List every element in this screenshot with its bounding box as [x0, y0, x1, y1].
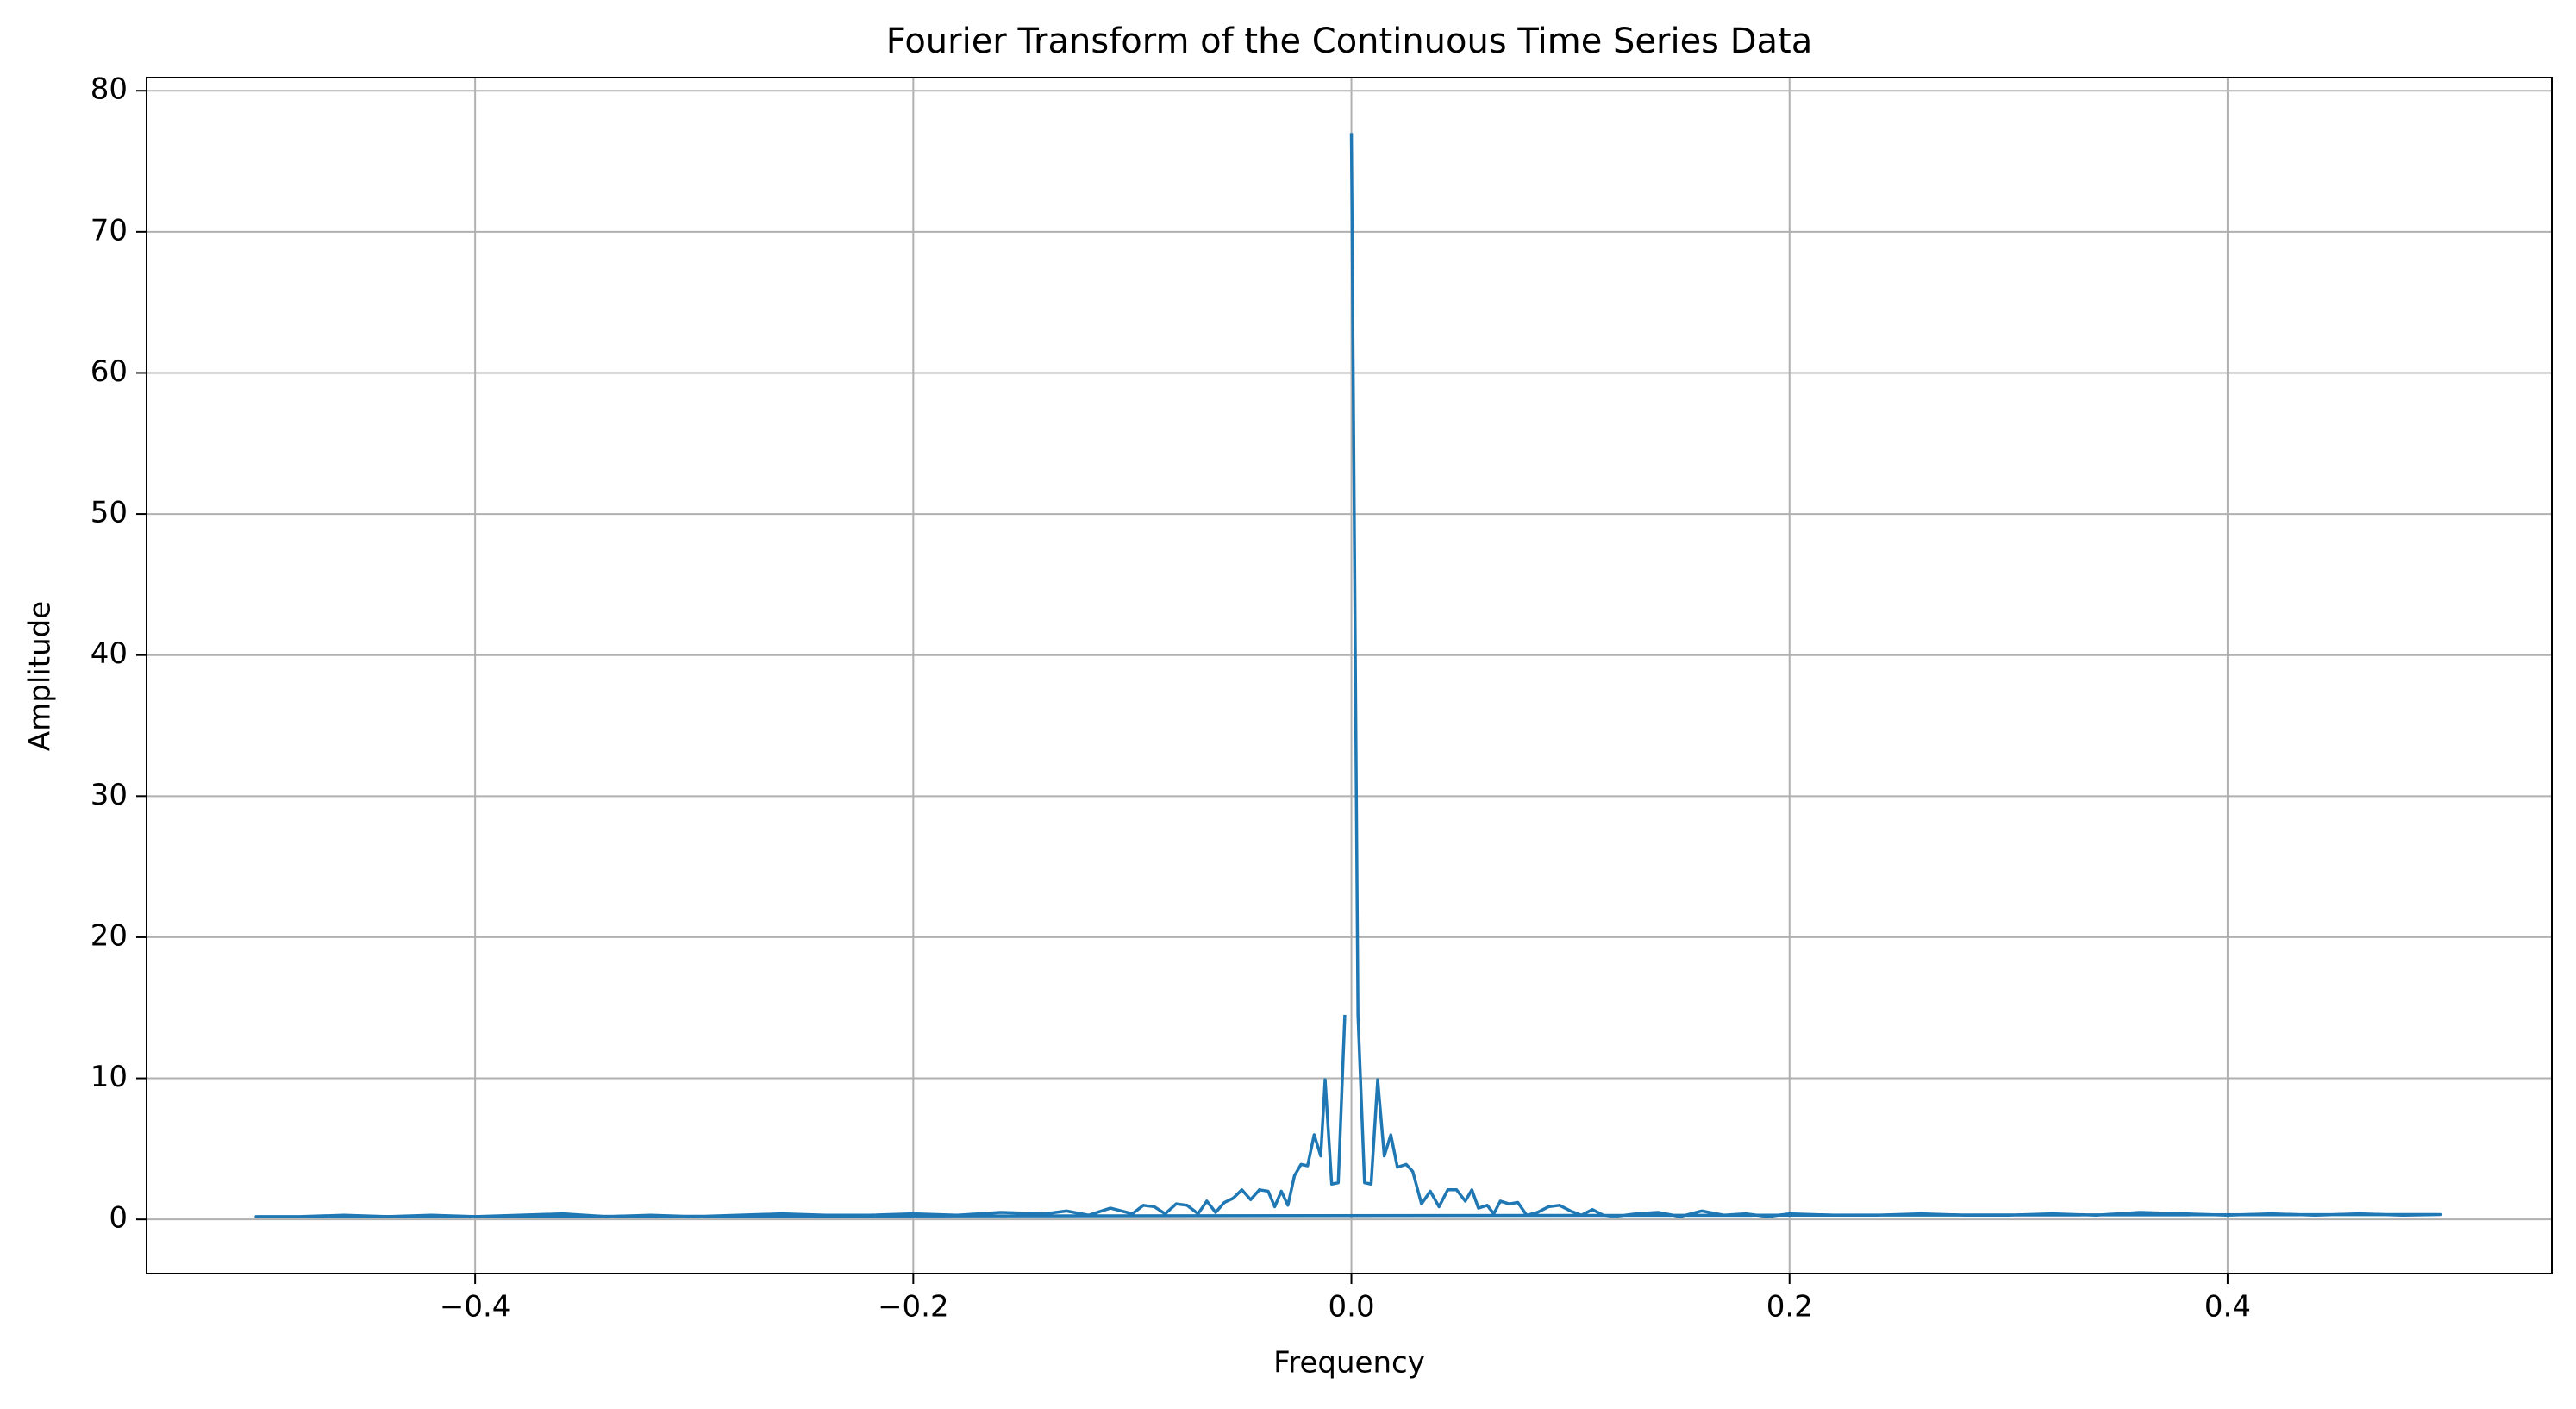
y-tick-label: 50 — [91, 496, 128, 530]
y-axis-label: Amplitude — [23, 601, 58, 751]
x-tick-label: 0.2 — [1766, 1290, 1813, 1324]
y-tick-label: 60 — [91, 354, 128, 389]
y-tick-label: 20 — [91, 918, 128, 953]
y-tick-label: 10 — [91, 1060, 128, 1094]
chart-title: Fourier Transform of the Continuous Time… — [886, 22, 1813, 61]
plot-frame — [146, 77, 2553, 1274]
x-tick-label: 0.0 — [1329, 1290, 1375, 1324]
x-tick-label: 0.4 — [2204, 1290, 2251, 1324]
x-axis-label: Frequency — [1273, 1346, 1425, 1381]
y-tick-label: 80 — [91, 72, 128, 107]
y-tick-label: 70 — [91, 213, 128, 247]
x-tick-label: −0.2 — [878, 1290, 949, 1324]
y-tick-label: 40 — [91, 636, 128, 671]
y-tick-label: 0 — [109, 1201, 128, 1236]
data-line — [254, 133, 2442, 1218]
y-tick-label: 30 — [91, 778, 128, 812]
x-tick-label: −0.4 — [440, 1290, 511, 1324]
